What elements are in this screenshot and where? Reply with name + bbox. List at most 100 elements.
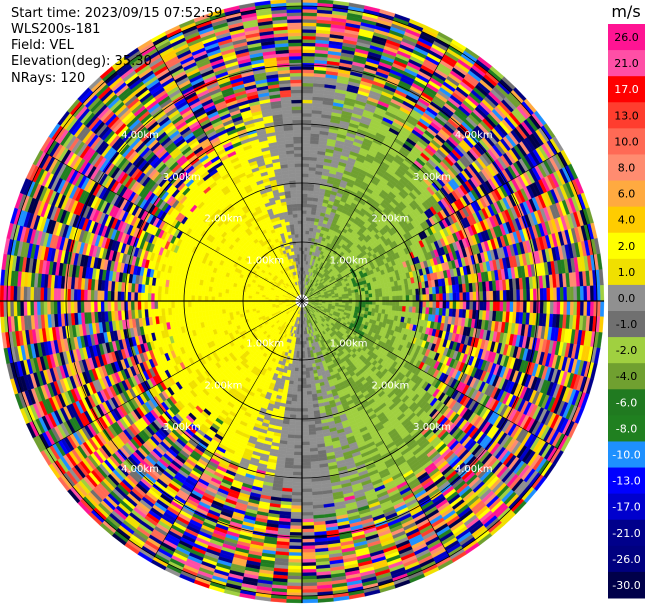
velocity-bin [559, 287, 564, 302]
velocity-bin [583, 285, 588, 302]
velocity-bin [301, 32, 317, 37]
velocity-bin [301, 12, 318, 17]
velocity-bin [556, 287, 561, 302]
velocity-bin [523, 289, 527, 302]
velocity-bin [569, 300, 574, 316]
velocity-bin [411, 306, 417, 314]
velocity-bin [301, 206, 308, 211]
velocity-bin [576, 300, 581, 316]
velocity-bin [563, 286, 568, 302]
velocity-bin [590, 300, 595, 317]
velocity-bin [479, 291, 484, 302]
velocity-bin [559, 300, 564, 315]
velocity-bin [546, 287, 551, 302]
velocity-bin [301, 22, 317, 27]
velocity-bin [307, 186, 315, 192]
velocity-bin [519, 300, 524, 313]
velocity-bin [381, 305, 386, 310]
velocity-bin [306, 213, 312, 218]
velocity-bin [459, 292, 464, 302]
velocity-bin [301, 190, 308, 194]
velocity-bin [402, 295, 407, 302]
velocity-bin [392, 295, 397, 302]
velocity-bin [469, 300, 474, 311]
velocity-bin [422, 294, 427, 302]
velocity-bin [405, 289, 410, 296]
velocity-bin [482, 300, 487, 311]
velocity-bin [405, 300, 410, 307]
velocity-bin [371, 304, 376, 309]
velocity-bin [355, 294, 360, 299]
velocity-bin [301, 193, 308, 198]
velocity-bin [365, 304, 370, 309]
velocity-bin [308, 230, 314, 235]
velocity-bin [579, 286, 585, 302]
velocity-bin [354, 291, 359, 296]
velocity-bin [445, 300, 450, 309]
velocity-bin [301, 169, 310, 174]
velocity-bin [398, 290, 403, 297]
velocity-bin [364, 290, 369, 295]
velocity-bin [529, 288, 534, 302]
velocity-bin [402, 300, 407, 307]
velocity-bin [573, 300, 578, 316]
velocity-bin [466, 300, 470, 310]
velocity-bin [445, 293, 450, 302]
velocity-bin [301, 166, 310, 171]
velocity-bin [306, 207, 312, 212]
velocity-bin [338, 296, 343, 300]
velocity-bin [301, 139, 311, 144]
velocity-bin [301, 65, 315, 70]
velocity-bin [306, 217, 311, 222]
velocity-bin [452, 292, 457, 302]
velocity-bin [351, 292, 356, 296]
velocity-bin [546, 300, 551, 315]
velocity-bin [549, 287, 554, 302]
velocity-bin [442, 293, 447, 302]
velocity-bin [301, 156, 310, 161]
velocity-bin [533, 288, 538, 302]
velocity-bin [368, 304, 373, 309]
velocity-bin [307, 196, 314, 202]
velocity-bin [435, 300, 440, 309]
velocity-bin [415, 294, 420, 302]
velocity-bin [499, 300, 504, 312]
velocity-bin [452, 300, 457, 310]
velocity-bin [301, 153, 310, 158]
velocity-bin [509, 289, 514, 302]
velocity-bin [301, 62, 315, 67]
velocity-bin [301, 99, 313, 104]
velocity-bin [455, 300, 460, 310]
velocity-bin [301, 15, 318, 20]
velocity-bin [301, 173, 309, 178]
velocity-bin [305, 220, 311, 225]
velocity-bin [472, 291, 477, 302]
velocity-bin [526, 300, 531, 314]
velocity-bin [489, 290, 494, 302]
velocity-bin [365, 293, 370, 298]
velocity-bin [301, 109, 313, 114]
velocity-bin [301, 210, 307, 215]
velocity-bin [301, 0, 318, 3]
velocity-bin [489, 300, 494, 312]
velocity-bin [345, 295, 350, 299]
velocity-bin [378, 304, 383, 310]
velocity-bin [415, 288, 420, 296]
velocity-bin [408, 289, 413, 296]
velocity-bin [482, 291, 487, 302]
velocity-bin [301, 8, 318, 13]
velocity-bin [398, 305, 403, 312]
velocity-bin [361, 294, 366, 298]
velocity-bin [439, 300, 444, 309]
velocity-bin [301, 133, 311, 137]
velocity-bin [442, 300, 447, 309]
velocity-bin [506, 289, 511, 302]
velocity-bin [411, 288, 417, 296]
velocity-bin [305, 233, 310, 238]
velocity-bin [472, 300, 477, 311]
velocity-bin [583, 300, 588, 317]
velocity-bin [486, 291, 491, 302]
velocity-bin [301, 200, 308, 204]
velocity-bin [301, 136, 311, 141]
velocity-bin [392, 300, 397, 307]
